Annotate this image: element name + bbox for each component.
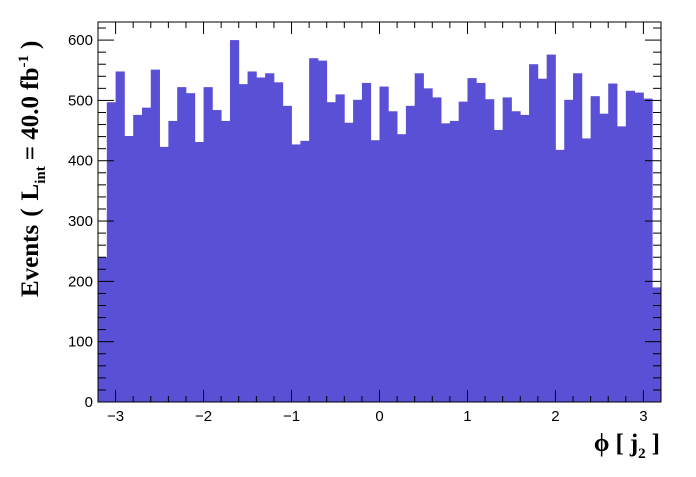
histogram-bar xyxy=(652,287,662,402)
histogram-bar xyxy=(546,54,556,402)
y-title-sup: -1 xyxy=(16,55,32,68)
histogram-bar xyxy=(476,82,486,403)
tick-labels-group: −3 −2 −1 0 1 2 3 0 100 200 300 400 500 600 xyxy=(68,32,648,425)
histogram-bar xyxy=(458,101,468,403)
x-tick-label: 3 xyxy=(639,408,647,425)
histogram-bar xyxy=(212,110,222,402)
histogram-bar xyxy=(300,140,310,402)
histogram-bar xyxy=(379,86,389,402)
histogram-bar xyxy=(177,87,187,402)
x-tick-label: −2 xyxy=(195,408,212,425)
y-title-eq: = 40.0 fb xyxy=(17,68,44,161)
histogram-bar xyxy=(115,71,125,403)
histogram-bar xyxy=(185,93,196,403)
histogram-bar xyxy=(397,134,407,402)
histogram-bar xyxy=(608,83,618,403)
y-tick-label: 400 xyxy=(68,153,93,170)
histogram-bar xyxy=(317,60,328,402)
y-tick-label: 200 xyxy=(68,273,93,290)
histogram-bar xyxy=(388,111,398,403)
histogram-bar xyxy=(370,140,380,402)
bars-group xyxy=(98,40,662,403)
histogram-bar xyxy=(599,113,609,403)
histogram-bar xyxy=(335,94,345,402)
x-title-sub: 2 xyxy=(638,446,646,462)
y-tick-label: 500 xyxy=(68,92,93,109)
histogram-bar xyxy=(106,102,116,402)
x-axis-title: ϕ[j2] xyxy=(594,430,660,462)
histogram-bar xyxy=(502,97,512,403)
histogram-bar xyxy=(423,88,433,402)
histogram-bar xyxy=(581,138,592,402)
histogram-bar xyxy=(405,105,416,402)
ticks-group xyxy=(97,22,662,403)
histogram-bar xyxy=(511,111,521,403)
histogram-bar xyxy=(150,69,160,403)
histogram-bar xyxy=(203,87,213,402)
histogram-bar xyxy=(625,90,636,402)
histogram-bar xyxy=(238,84,248,402)
y-axis-title: Events ( Lint = 40.0 fb-1) xyxy=(16,41,49,297)
histogram-bar xyxy=(537,78,548,402)
histogram-bar xyxy=(449,120,460,403)
histogram-bar xyxy=(573,73,583,403)
histogram-bar xyxy=(414,73,424,403)
histogram-bar xyxy=(344,122,354,402)
histogram-bar xyxy=(617,126,627,402)
y-title-open: ( xyxy=(17,208,44,216)
x-title-phi: ϕ xyxy=(594,430,610,457)
x-tick-label: −3 xyxy=(107,408,124,425)
histogram-bar xyxy=(643,98,653,402)
x-tick-label: 0 xyxy=(375,408,383,425)
histogram-bar xyxy=(520,114,530,402)
histogram-bar xyxy=(282,105,292,402)
histogram-bar xyxy=(133,114,143,402)
histogram-bar xyxy=(168,120,178,403)
histogram-bar xyxy=(467,78,477,402)
histogram-bar xyxy=(291,144,301,402)
histogram-bar xyxy=(265,73,275,403)
x-tick-label: 2 xyxy=(551,408,559,425)
y-tick-label: 0 xyxy=(85,394,93,411)
histogram-bar xyxy=(247,71,257,403)
y-tick-label: 600 xyxy=(68,32,93,49)
x-tick-label: 1 xyxy=(463,408,471,425)
histogram-bar xyxy=(361,82,372,403)
x-tick-label: −1 xyxy=(283,408,300,425)
x-title-close: ] xyxy=(652,430,660,457)
histogram-bar xyxy=(432,97,442,403)
histogram-bar xyxy=(529,64,539,402)
histogram-bar xyxy=(124,136,134,402)
x-title-open: [ xyxy=(616,430,624,457)
y-tick-label: 100 xyxy=(68,334,93,351)
y-title-sub: int xyxy=(33,166,49,184)
histogram-bar xyxy=(273,82,284,402)
y-tick-label: 300 xyxy=(68,213,93,230)
y-axis-title-group: Events ( Lint = 40.0 fb-1) xyxy=(16,41,49,297)
histogram-bar xyxy=(309,58,319,402)
histogram-bar xyxy=(141,107,152,403)
histogram-bar xyxy=(229,40,240,402)
histogram-bar xyxy=(634,92,644,402)
histogram-bar xyxy=(485,99,495,403)
histogram-bar xyxy=(159,146,169,402)
histogram-bar xyxy=(353,99,363,402)
histogram-bar xyxy=(194,142,204,402)
histogram-bar xyxy=(555,149,565,402)
histogram-bar xyxy=(326,102,336,402)
histogram-bar xyxy=(221,120,231,403)
histogram-bar xyxy=(590,96,600,402)
histogram-bar xyxy=(493,129,504,402)
histogram-bar xyxy=(564,99,574,402)
x-title-var: j xyxy=(629,430,638,457)
y-title-prefix: Events xyxy=(17,225,44,298)
y-title-L: L xyxy=(17,184,44,201)
histogram-bar xyxy=(441,123,451,402)
y-title-close: ) xyxy=(17,41,44,49)
histogram-bar xyxy=(256,77,266,403)
